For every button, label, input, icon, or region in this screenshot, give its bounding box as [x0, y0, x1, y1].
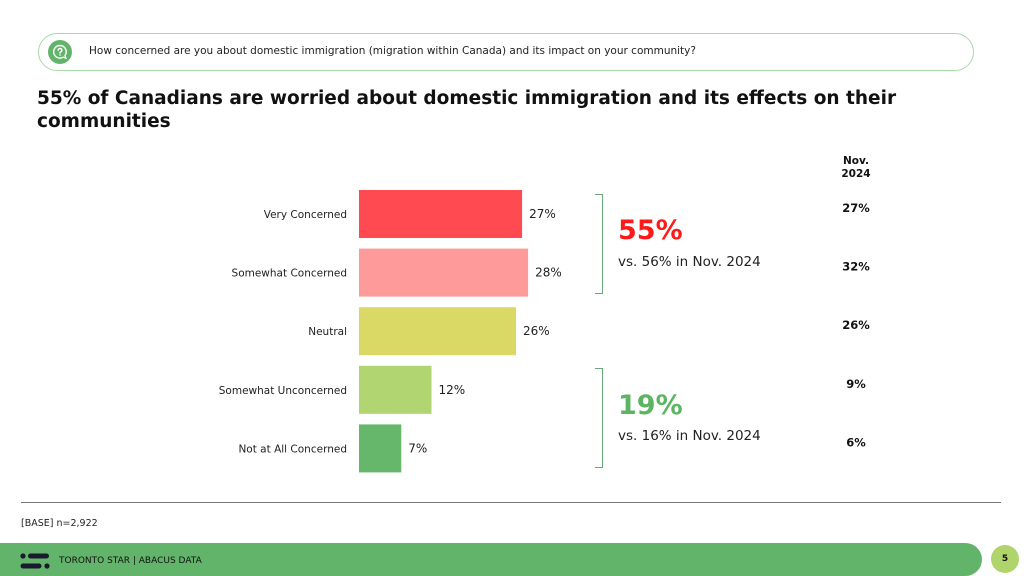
category-label: Very Concerned [264, 209, 347, 221]
value-label: 7% [408, 441, 427, 455]
category-label: Somewhat Concerned [232, 268, 347, 280]
comparison-header: Nov. 2024 [841, 155, 871, 180]
bar [359, 190, 523, 238]
question-box: How concerned are you about domestic imm… [38, 33, 974, 71]
bar [359, 424, 402, 473]
comparison-value-label: 9% [846, 377, 866, 391]
footer-bar: TORONTO STAR | ABACUS DATA [0, 543, 982, 576]
comparison-value-label: 27% [842, 201, 870, 215]
value-label: 12% [438, 383, 465, 397]
bar [359, 248, 529, 297]
question-text: How concerned are you about domestic imm… [89, 45, 696, 57]
value-label: 27% [529, 207, 556, 221]
net-unconcerned-comparison: vs. 16% in Nov. 2024 [618, 428, 761, 444]
page-number: 5 [991, 545, 1019, 573]
headline: 55% of Canadians are worried about domes… [37, 88, 897, 132]
comparison-value-label: 32% [842, 260, 870, 274]
base-note: [BASE] n=2,922 [21, 518, 98, 529]
category-label: Not at All Concerned [238, 443, 347, 455]
net-unconcerned-bracket [595, 368, 603, 468]
footer-text: TORONTO STAR | ABACUS DATA [59, 556, 202, 566]
comparison-value-label: 26% [842, 318, 870, 332]
bar [359, 307, 517, 356]
category-label: Neutral [308, 326, 347, 338]
value-label: 26% [523, 324, 550, 338]
net-concerned-comparison: vs. 56% in Nov. 2024 [618, 254, 761, 270]
category-label: Somewhat Unconcerned [219, 385, 347, 397]
value-label: 28% [535, 266, 562, 280]
net-concerned-value: 55% [618, 215, 683, 246]
question-bubble-icon [48, 40, 72, 64]
bar [359, 365, 432, 414]
footer-divider [21, 502, 1001, 503]
abacus-logo-icon [20, 553, 50, 569]
net-unconcerned-value: 19% [618, 390, 683, 421]
comparison-value-label: 6% [846, 435, 866, 449]
net-concerned-bracket [595, 194, 603, 294]
